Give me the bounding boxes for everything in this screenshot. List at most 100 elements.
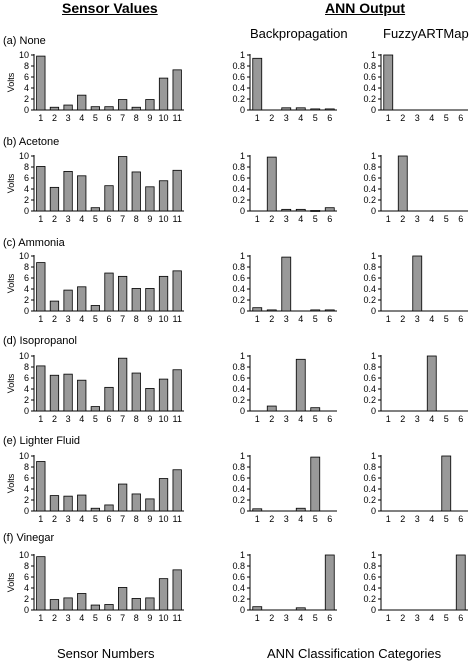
x-tick-label: 1 [255, 613, 260, 623]
x-tick-label: 4 [429, 113, 434, 123]
x-tick-label: 6 [458, 214, 463, 224]
bar [104, 604, 114, 611]
x-tick-label: 1 [255, 514, 260, 524]
y-tick-label: 1 [371, 351, 376, 361]
y-tick-label: 1 [240, 151, 245, 161]
y-tick-label: 0.6 [232, 72, 245, 82]
x-tick-label: 1 [255, 113, 260, 123]
x-tick-label: 10 [159, 113, 169, 123]
bar [104, 386, 114, 412]
bar [281, 256, 292, 312]
y-tick-label: 0.8 [363, 462, 376, 472]
y-tick-label: 2 [24, 295, 29, 305]
sensor-values-header: Sensor Values [62, 0, 158, 16]
row-label-lighter-fluid: (e) Lighter Fluid [3, 435, 81, 447]
bar [118, 357, 128, 412]
bar [131, 493, 141, 512]
bar [36, 166, 46, 212]
y-tick-label: 0 [371, 206, 376, 216]
y-tick-label: 4 [24, 284, 29, 294]
row-label-none: (a) None [3, 35, 46, 47]
y-tick-label: 1 [371, 550, 376, 560]
x-tick-label: 6 [458, 414, 463, 424]
x-tick-label: 2 [400, 314, 405, 324]
y-tick-label: 0.4 [363, 484, 376, 494]
x-tick-label: 4 [79, 314, 84, 324]
y-tick-label: 0.2 [363, 495, 376, 505]
x-tick-label: 1 [38, 314, 43, 324]
x-tick-label: 3 [66, 314, 71, 324]
x-tick-label: 6 [458, 613, 463, 623]
bar [104, 272, 114, 312]
y-tick-label: 0.6 [363, 373, 376, 383]
x-tick-label: 7 [120, 113, 125, 123]
x-tick-label: 5 [444, 414, 449, 424]
y-tick-label: 0.8 [363, 262, 376, 272]
sensor-numbers-footer: Sensor Numbers [57, 646, 155, 661]
x-tick-label: 9 [147, 514, 152, 524]
bar [172, 469, 182, 512]
y-tick-label: 0.4 [232, 384, 245, 394]
bar [252, 307, 263, 312]
bar [172, 369, 182, 412]
x-tick-label: 5 [93, 613, 98, 623]
x-tick-label: 9 [147, 214, 152, 224]
bar [63, 170, 73, 212]
x-tick-label: 2 [52, 314, 57, 324]
x-tick-label: 3 [415, 113, 420, 123]
y-tick-label: 0.2 [232, 495, 245, 505]
bar [145, 186, 155, 212]
y-axis-title: Volts [6, 273, 16, 293]
bar [252, 57, 263, 111]
y-tick-label: 4 [24, 184, 29, 194]
fuzzy-column-title: FuzzyARTMap [383, 26, 469, 41]
x-tick-label: 3 [284, 314, 289, 324]
bar [295, 507, 306, 512]
y-tick-label: 0 [371, 506, 376, 516]
y-tick-label: 6 [24, 173, 29, 183]
x-tick-label: 6 [458, 514, 463, 524]
x-tick-label: 6 [458, 314, 463, 324]
y-tick-label: 0.8 [232, 362, 245, 372]
bar [63, 373, 73, 412]
bar [266, 405, 277, 412]
x-tick-label: 3 [415, 214, 420, 224]
y-tick-label: 2 [24, 495, 29, 505]
x-tick-label: 5 [444, 113, 449, 123]
x-tick-label: 3 [415, 414, 420, 424]
bar [36, 262, 46, 312]
y-tick-label: 0.2 [232, 295, 245, 305]
bar [145, 597, 155, 611]
bar [441, 455, 452, 512]
bar [118, 587, 128, 611]
bar [104, 106, 114, 111]
bar [266, 156, 277, 212]
y-tick-label: 0.2 [363, 395, 376, 405]
x-tick-label: 10 [159, 514, 169, 524]
y-tick-label: 0 [24, 506, 29, 516]
bar [36, 461, 46, 512]
y-tick-label: 0.8 [363, 362, 376, 372]
y-tick-label: 0.8 [363, 162, 376, 172]
y-tick-label: 0.4 [232, 83, 245, 93]
y-tick-label: 8 [24, 362, 29, 372]
bar [131, 106, 141, 111]
bar [90, 406, 100, 412]
x-tick-label: 7 [120, 214, 125, 224]
x-tick-label: 3 [415, 613, 420, 623]
x-tick-label: 11 [173, 613, 182, 623]
bar [131, 171, 141, 212]
x-tick-label: 3 [284, 613, 289, 623]
x-tick-label: 3 [284, 214, 289, 224]
bar [172, 169, 182, 212]
x-tick-label: 2 [400, 613, 405, 623]
x-tick-label: 8 [134, 414, 139, 424]
y-tick-label: 6 [24, 473, 29, 483]
bar [104, 504, 114, 512]
bar [63, 289, 73, 312]
bar [63, 597, 73, 611]
x-tick-label: 6 [106, 214, 111, 224]
x-tick-label: 4 [298, 113, 303, 123]
y-tick-label: 0 [371, 406, 376, 416]
